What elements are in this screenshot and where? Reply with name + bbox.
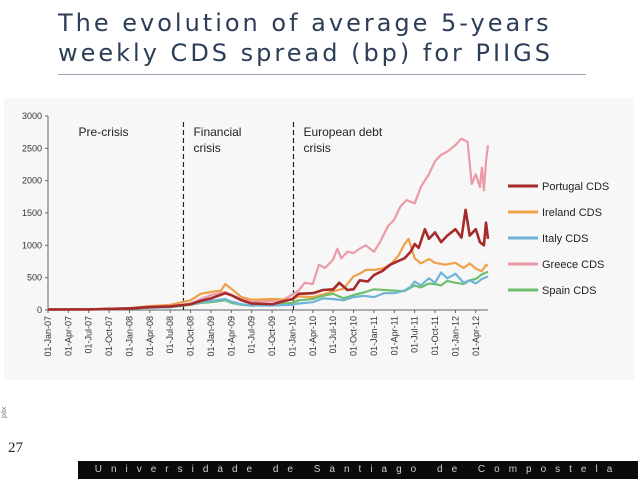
y-tick-label: 2500 bbox=[22, 143, 42, 153]
y-tick-label: 0 bbox=[37, 305, 42, 315]
legend-label: Greece CDS bbox=[542, 259, 604, 271]
page-number: 27 bbox=[8, 440, 23, 456]
x-tick-label: 01-Jan-12 bbox=[450, 316, 460, 357]
cds-spread-chart: 0 500 1000 1500 2000 2500 3000 01-Jan-07 01-Apr-… bbox=[22, 111, 609, 357]
series-line-ireland-cds bbox=[47, 237, 489, 311]
x-tick-label: 01-Jul-11 bbox=[410, 316, 420, 353]
x-tick-label: 01-Jan-09 bbox=[206, 316, 216, 357]
legend-label: Spain CDS bbox=[542, 285, 596, 297]
x-tick-label: 01-Oct-09 bbox=[267, 316, 277, 356]
x-tick-label: 01-Oct-11 bbox=[430, 316, 440, 355]
y-tick-label: 1500 bbox=[22, 208, 42, 218]
x-tick-label: 01-Jul-09 bbox=[247, 316, 257, 354]
y-tick-label: 3000 bbox=[22, 111, 42, 121]
x-tick-label: 01-Apr-07 bbox=[63, 316, 73, 356]
x-tick-label: 01-Apr-08 bbox=[145, 316, 155, 356]
footer-bar: Universidade de Santiago de Compostela bbox=[78, 461, 638, 479]
y-tick-label: 2000 bbox=[22, 176, 42, 186]
x-tick-label: 01-Jan-07 bbox=[43, 316, 53, 357]
x-tick-label: 01-Jan-10 bbox=[287, 316, 297, 357]
x-tick-label: 01-Jul-10 bbox=[328, 316, 338, 354]
y-tick-label: 500 bbox=[27, 273, 42, 283]
series-line-greece-cds bbox=[47, 137, 490, 311]
x-tick-label: 01-Apr-11 bbox=[389, 316, 399, 355]
legend-label: Italy CDS bbox=[542, 233, 588, 245]
footer-university: Universidade de Santiago de Compostela bbox=[94, 464, 622, 475]
slide-title: The evolution of average 5-years weekly … bbox=[58, 9, 553, 67]
x-tick-label: 01-Jan-08 bbox=[124, 316, 134, 357]
phase-label: Pre-crisis bbox=[79, 125, 129, 139]
page-label: páx bbox=[1, 406, 8, 418]
phase-label: European debt bbox=[303, 125, 382, 139]
x-tick-label: 01-Oct-07 bbox=[104, 316, 114, 356]
x-tick-label: 01-Apr-12 bbox=[471, 316, 481, 356]
title-divider bbox=[58, 74, 586, 75]
phase-label: crisis bbox=[303, 141, 330, 155]
legend-label: Ireland CDS bbox=[542, 207, 602, 219]
x-tick-label: 01-Apr-10 bbox=[308, 316, 318, 356]
x-tick-label: 01-Oct-10 bbox=[349, 316, 359, 356]
phase-label: Financial bbox=[193, 125, 241, 139]
x-tick-label: 01-Jul-08 bbox=[165, 316, 175, 354]
x-tick-label: 01-Oct-08 bbox=[186, 316, 196, 356]
y-tick-label: 1000 bbox=[22, 240, 42, 250]
series-line-portugal-cds bbox=[47, 208, 490, 311]
phase-label: crisis bbox=[193, 141, 220, 155]
series-line-italy-cds bbox=[47, 271, 489, 311]
x-tick-label: 01-Jul-07 bbox=[84, 316, 94, 354]
legend-label: Portugal CDS bbox=[542, 181, 609, 193]
x-tick-label: 01-Apr-09 bbox=[226, 316, 236, 356]
x-tick-label: 01-Jan-11 bbox=[369, 316, 379, 356]
